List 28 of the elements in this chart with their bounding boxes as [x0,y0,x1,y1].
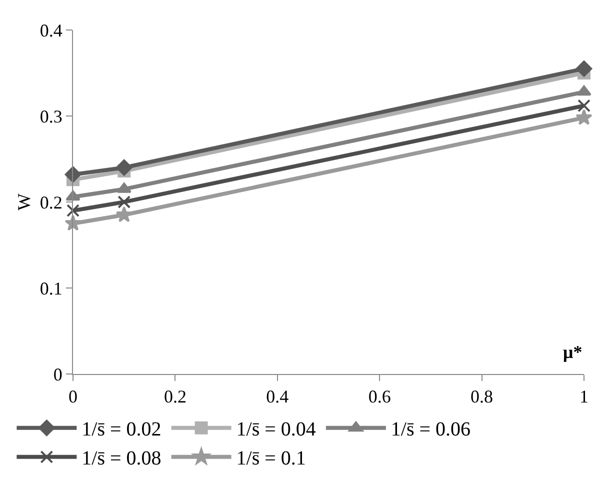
x-tick-label: 0.4 [266,386,289,407]
legend-label: 1/s̄ = 0.1 [236,448,306,470]
x-tick-label: 0.6 [368,386,391,407]
y-tick-label: 0.1 [40,278,62,298]
legend-label: 1/s̄ = 0.04 [236,418,316,441]
point [576,60,592,77]
legend-label: 1/s̄ = 0.06 [390,418,471,441]
point [116,206,132,222]
x-axis-title: μ* [563,342,582,362]
legend-label: 1/s̄ = 0.02 [82,418,162,441]
y-tick-label: 0.3 [40,106,62,126]
point [576,85,592,96]
y-tick-label: 0.4 [40,20,62,40]
legend-label: 1/s̄ = 0.08 [82,448,162,470]
point [118,196,131,208]
y-tick-label: 0.2 [40,192,62,212]
y-tick-label: 0 [53,364,62,384]
point [576,109,592,125]
x-tick-label: 0.2 [164,386,186,407]
point [64,166,82,183]
x-tick-label: 0 [68,386,78,407]
point [66,204,80,218]
point [116,159,132,176]
x-tick-label: 0.8 [470,386,494,407]
x-tick-label: 1 [580,386,588,407]
y-axis-title: W [14,194,34,210]
point [578,99,590,112]
point [116,182,132,193]
